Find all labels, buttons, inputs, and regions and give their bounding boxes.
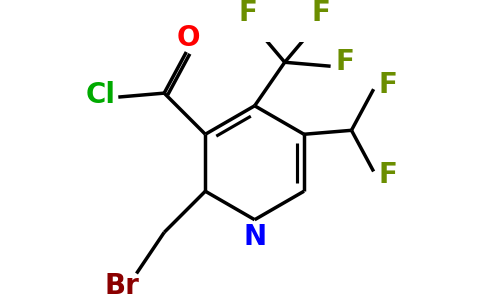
Text: F: F <box>378 71 397 99</box>
Text: F: F <box>239 0 258 27</box>
Text: F: F <box>312 0 331 27</box>
Text: Br: Br <box>105 272 140 300</box>
Text: Cl: Cl <box>86 82 116 110</box>
Text: F: F <box>378 161 397 189</box>
Text: F: F <box>335 48 354 76</box>
Text: O: O <box>176 24 200 52</box>
Text: N: N <box>243 223 266 251</box>
